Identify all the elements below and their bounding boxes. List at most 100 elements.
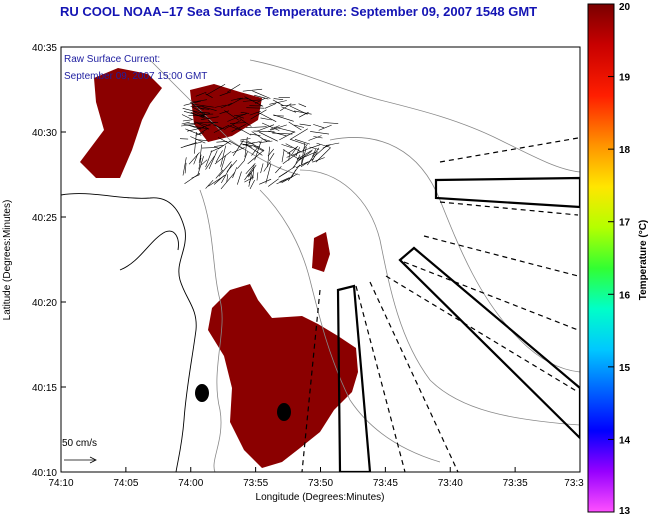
current-vector	[281, 106, 297, 113]
current-vector	[244, 176, 254, 183]
current-vector	[289, 105, 308, 115]
current-vector	[288, 121, 302, 131]
current-vector	[259, 131, 278, 142]
current-vector	[187, 124, 210, 130]
x-tick-label: 73:55	[243, 478, 268, 489]
current-vector	[183, 100, 201, 106]
sst-patch-south	[208, 284, 358, 468]
y-tick-label: 40:20	[32, 298, 57, 309]
current-vector	[205, 150, 213, 168]
colorbar-tick-label: 19	[619, 73, 631, 84]
station-marker-east	[277, 403, 291, 421]
current-vector	[286, 149, 306, 158]
colorbar-tick-label: 17	[619, 218, 631, 229]
current-vector	[298, 103, 307, 108]
current-vector	[235, 113, 246, 116]
coastline-inlet	[119, 230, 179, 271]
current-vector	[214, 104, 227, 108]
colorbar-tick-label: 16	[619, 290, 631, 301]
current-vector	[301, 142, 306, 164]
current-vector	[310, 131, 330, 135]
current-vector	[221, 164, 233, 184]
current-vector	[220, 155, 226, 171]
current-vector	[197, 156, 204, 175]
x-tick-label: 73:50	[308, 478, 333, 489]
current-vector	[269, 100, 287, 105]
current-vector	[248, 174, 254, 183]
current-vector	[299, 123, 311, 126]
current-vector	[194, 121, 211, 127]
x-tick-label: 73:35	[503, 478, 528, 489]
y-axis-ticks: 40:35 40:30 40:25 40:20 40:15 40:10	[32, 43, 66, 479]
current-vector	[198, 157, 202, 170]
current-vector	[242, 143, 253, 148]
current-vector	[205, 180, 214, 189]
colorbar-label: Temperature (°C)	[638, 220, 649, 301]
current-vector	[269, 153, 275, 161]
colorbar-tick-label: 13	[619, 506, 631, 517]
current-vector	[254, 97, 266, 104]
current-vector	[274, 126, 296, 133]
current-vector	[264, 103, 277, 109]
current-vector	[225, 120, 241, 129]
y-axis-label: Latitude (Degrees:Minutes)	[2, 200, 13, 321]
current-vector	[308, 135, 322, 141]
current-vectors	[179, 83, 340, 190]
current-vector	[232, 167, 238, 179]
current-vector	[214, 150, 232, 165]
current-vector	[229, 122, 246, 124]
current-vector	[269, 125, 280, 130]
y-tick-label: 40:25	[32, 213, 57, 224]
current-vector	[181, 114, 194, 121]
current-vector	[298, 150, 312, 162]
current-vector	[182, 119, 192, 122]
scale-arrow	[64, 456, 97, 464]
y-tick-label: 40:35	[32, 43, 57, 54]
colorbar-ticks: 20 19 18 17 16 15 14 13	[608, 2, 631, 517]
current-vector	[268, 178, 279, 187]
sst-patches	[80, 68, 358, 468]
current-vector	[199, 144, 202, 161]
beam-outlines	[336, 176, 580, 472]
current-vector	[298, 111, 309, 118]
current-vector	[285, 143, 303, 153]
current-vector	[322, 144, 331, 149]
current-vector	[309, 146, 320, 150]
current-vector	[275, 166, 282, 174]
current-vector	[192, 110, 210, 120]
x-tick-label: 73:40	[438, 478, 463, 489]
current-vector	[260, 117, 272, 121]
current-vector	[259, 178, 272, 185]
y-tick-label: 40:15	[32, 383, 57, 394]
map-plot-area	[61, 59, 580, 472]
current-vector	[263, 161, 271, 172]
current-vector	[215, 150, 223, 163]
current-vector	[281, 149, 285, 163]
current-time: September 09, 2007 15:00 GMT	[64, 71, 207, 82]
current-vector	[273, 98, 284, 100]
current-vector	[237, 160, 245, 169]
current-vector	[217, 141, 230, 150]
current-vector	[240, 140, 249, 143]
current-vector	[261, 138, 271, 142]
current-vector	[276, 177, 293, 185]
current-vector	[230, 97, 242, 101]
current-vector	[323, 122, 339, 124]
current-vector	[239, 118, 252, 127]
current-vector	[251, 131, 268, 143]
current-vector	[294, 139, 310, 145]
current-vector	[213, 125, 229, 133]
current-vector	[250, 133, 261, 136]
scale-label: 50 cm/s	[62, 438, 97, 449]
x-axis-label: Longitude (Degrees:Minutes)	[256, 492, 385, 503]
current-vector	[182, 108, 205, 114]
current-vector	[233, 114, 244, 119]
current-vector	[244, 167, 254, 181]
x-tick-label: 73:45	[373, 478, 398, 489]
current-vector	[261, 122, 280, 131]
current-vector	[183, 111, 205, 118]
current-vector	[281, 144, 293, 149]
current-vector	[300, 158, 314, 168]
current-vector	[294, 110, 312, 115]
current-vector	[258, 112, 277, 122]
